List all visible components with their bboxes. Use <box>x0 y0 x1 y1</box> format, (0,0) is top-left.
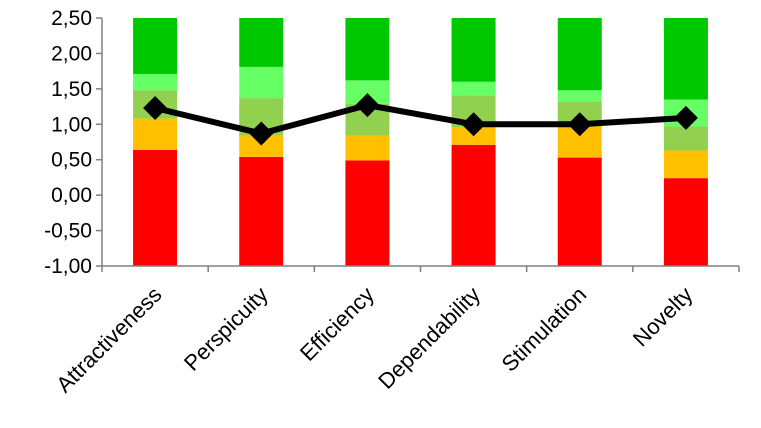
bar-segment-6-5 <box>663 18 708 100</box>
bar-segment-4-1 <box>451 144 496 266</box>
bar-segment-1-4 <box>133 73 178 91</box>
category-labels: Attractiveness Perspicuity EfficiencyDepen… <box>51 282 697 397</box>
category-label-6: Novelty <box>628 282 698 352</box>
y-tick-label-3: 0,00 <box>51 184 92 207</box>
category-label-3: Efficiency <box>295 282 379 366</box>
y-tick-label-1: -1,00 <box>44 255 92 278</box>
mean-series-line <box>143 93 698 146</box>
bar-segment-1-5 <box>133 18 178 74</box>
data-point-1 <box>143 95 168 120</box>
axes <box>96 17 740 272</box>
bar-segment-2-1 <box>239 156 284 266</box>
bar-segment-3-1 <box>345 160 390 266</box>
bar-segment-2-5 <box>239 18 284 67</box>
bar-segment-3-5 <box>345 18 390 81</box>
category-label-4: Dependability <box>373 282 485 394</box>
bar-segment-3-2 <box>345 135 390 161</box>
y-tick-label-4: 0,50 <box>51 149 92 172</box>
bar-segment-4-4 <box>451 81 496 96</box>
stacked-bars <box>133 18 708 266</box>
bar-segment-5-1 <box>557 157 602 266</box>
category-label-1: Attractiveness <box>51 282 166 397</box>
y-tick-label-6: 1,50 <box>51 78 92 101</box>
bar-segment-2-4 <box>239 66 284 99</box>
bar-segment-3-4 <box>345 80 390 104</box>
y-tick-label-7: 2,00 <box>51 42 92 65</box>
category-label-5: Stimulation <box>497 282 592 377</box>
bar-segment-4-5 <box>451 18 496 82</box>
data-point-5 <box>567 112 592 137</box>
y-tick-label-8: 2,50 <box>51 7 92 30</box>
data-point-3 <box>355 93 380 118</box>
bar-segment-2-2 <box>239 135 284 157</box>
bar-segment-1-1 <box>133 149 178 266</box>
bar-segment-6-2 <box>663 150 708 179</box>
bar-segment-6-3 <box>663 126 708 151</box>
category-label-2: Perspicuity <box>179 282 273 376</box>
y-tick-label-5: 1,00 <box>51 113 92 136</box>
series-line-1 <box>154 102 687 137</box>
bar-segment-1-2 <box>133 118 178 150</box>
data-point-4 <box>461 112 486 137</box>
bar-segment-5-4 <box>557 90 602 102</box>
y-tick-labels: -1,00 -0,50 0,00 0,50 1,00 1,50 2,00 2,50 <box>44 7 92 278</box>
data-point-6 <box>673 105 698 130</box>
data-point-2 <box>249 121 274 146</box>
bar-segment-5-5 <box>557 18 602 91</box>
bar-segment-6-1 <box>663 178 708 266</box>
y-tick-label-2: -0,50 <box>44 220 92 243</box>
